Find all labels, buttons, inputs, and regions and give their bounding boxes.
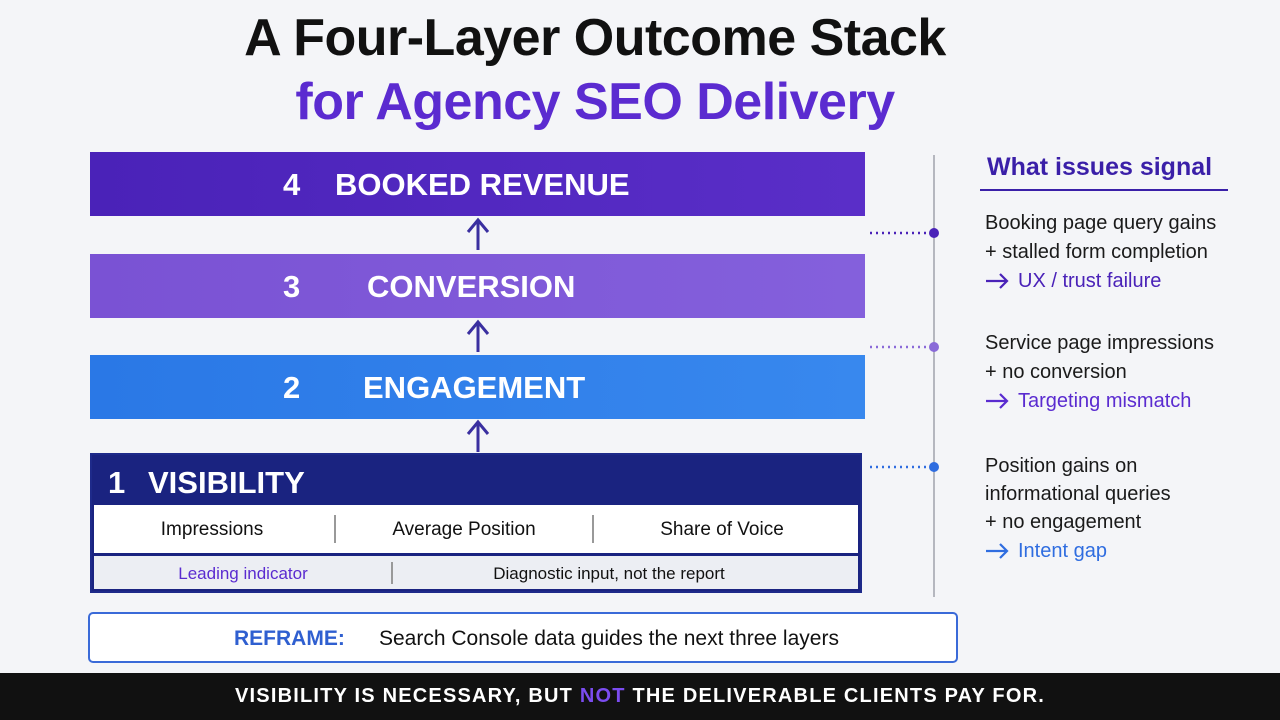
metric: Impressions (160, 519, 264, 540)
reframe-label: REFRAME: (234, 627, 345, 650)
layer-number: 1 (108, 465, 126, 500)
title: for Agency SEO Delivery (295, 73, 895, 131)
visibility-box: 1 VISIBILITY Impressions Average Positio… (90, 453, 862, 593)
signal-line: + stalled form completion (985, 241, 1208, 263)
title: A Four-Layer Outcome Stack (244, 9, 946, 67)
layer-label: CONVERSION (367, 269, 576, 304)
layer-number: 3 (283, 269, 301, 304)
layer-number: 4 (283, 167, 301, 202)
layer: 2 ENGAGEMENT (90, 355, 865, 419)
signal-outcome: UX / trust failure (1018, 270, 1162, 292)
layer-label: ENGAGEMENT (363, 370, 586, 405)
footer: VISIBILITY IS NECESSARY, BUT NOT THE DEL… (0, 673, 1280, 720)
layer: 3 CONVERSION (90, 254, 865, 318)
note: Diagnostic input, not the report (493, 564, 725, 583)
note: Leading indicator (178, 564, 308, 583)
signal-line: Service page impressions (985, 332, 1214, 354)
signal-outcome: Intent gap (1018, 540, 1107, 562)
footer-emphasis: NOT (579, 685, 626, 707)
sidebar-heading: What issues signal (987, 153, 1213, 181)
signal-line: Booking page query gains (985, 212, 1217, 234)
signal-outcome: Targeting mismatch (1018, 390, 1192, 412)
signal-line: + no conversion (985, 361, 1127, 383)
notes-row: Leading indicator Diagnostic input, not … (94, 556, 858, 589)
reframe-box: REFRAME: Search Console data guides the … (88, 612, 958, 663)
reframe-text: Search Console data guides the next thre… (379, 627, 839, 650)
layer: 4 BOOKED REVENUE (90, 152, 865, 216)
footer-text: THE DELIVERABLE CLIENTS PAY FOR. (632, 685, 1045, 707)
layer-label: BOOKED REVENUE (335, 167, 630, 202)
layer-label: VISIBILITY (148, 465, 305, 500)
layer-number: 2 (283, 370, 301, 405)
signal-line: informational queries (985, 483, 1171, 505)
signal-line: + no engagement (985, 511, 1142, 533)
footer-text: VISIBILITY IS NECESSARY, BUT (235, 685, 574, 707)
metric: Share of Voice (660, 519, 784, 540)
metric: Average Position (392, 519, 536, 540)
metrics-row: Impressions Average Position Share of Vo… (94, 505, 858, 553)
signal-line: Position gains on (985, 455, 1138, 477)
